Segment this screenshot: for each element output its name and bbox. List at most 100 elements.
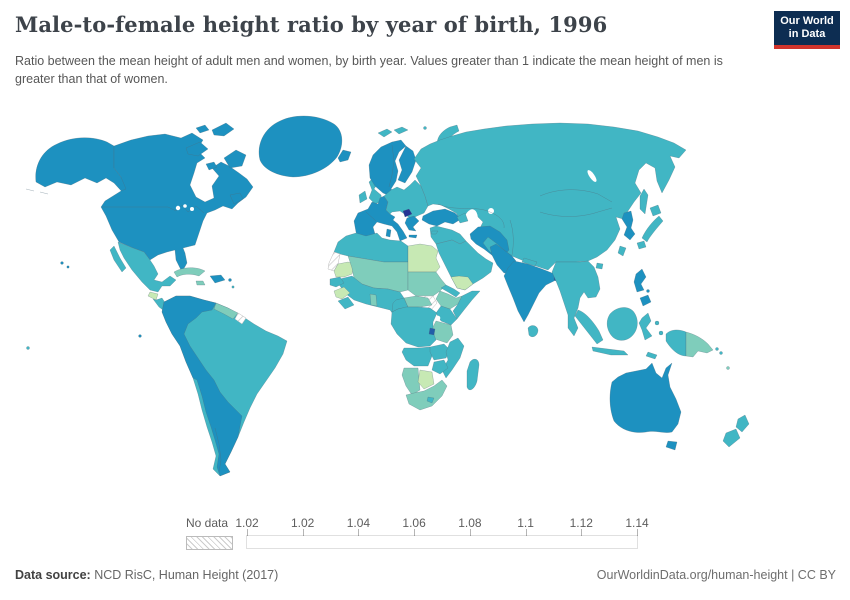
region-tasmania[interactable] — [665, 440, 678, 451]
region-newfoundland[interactable] — [229, 192, 244, 205]
mongolia-border — [539, 189, 613, 217]
region-somalia[interactable] — [452, 290, 481, 320]
region-lesser-antilles[interactable] — [231, 285, 235, 289]
legend-tick — [469, 529, 471, 536]
page-title: Male-to-female height ratio by year of b… — [15, 12, 608, 37]
owid-logo-line1: Our World — [780, 15, 834, 27]
region-south-africa[interactable] — [405, 379, 448, 411]
region-japan-kyushu[interactable] — [636, 240, 647, 250]
region-zimbabwe[interactable] — [431, 359, 449, 375]
region-sri-lanka[interactable] — [527, 325, 539, 338]
region-victoria-island[interactable] — [185, 141, 209, 157]
region-madagascar[interactable] — [466, 358, 480, 391]
legend-tick — [581, 529, 583, 536]
region-rwanda-burundi[interactable] — [428, 327, 436, 336]
region-hawaii[interactable] — [66, 265, 70, 269]
region-west-new-guinea[interactable] — [665, 329, 687, 357]
region-australia[interactable] — [609, 362, 682, 433]
region-sierra-leone-liberia[interactable] — [337, 296, 355, 310]
region-turkey[interactable] — [421, 208, 462, 227]
region-new-zealand-south[interactable] — [722, 428, 741, 448]
region-svalbard[interactable] — [393, 126, 409, 135]
region-india[interactable] — [503, 260, 563, 323]
region-korea[interactable] — [621, 210, 636, 241]
region-cuba[interactable] — [173, 267, 206, 278]
region-hainan[interactable] — [595, 262, 604, 270]
region-baja-california[interactable] — [109, 245, 127, 273]
region-north-africa[interactable] — [333, 232, 409, 263]
region-solomon-islands[interactable] — [715, 347, 719, 351]
data-source: Data source: NCD RisC, Human Height (201… — [15, 568, 278, 582]
region-guyana-suriname[interactable] — [213, 302, 239, 320]
region-puerto-rico[interactable] — [228, 278, 232, 282]
region-philippines-mindanao[interactable] — [639, 294, 652, 307]
region-egypt[interactable] — [407, 243, 441, 273]
region-caucasus[interactable] — [456, 212, 469, 224]
region-arctic-island[interactable] — [195, 124, 210, 134]
region-sardinia[interactable] — [385, 228, 392, 238]
region-yemen[interactable] — [450, 275, 474, 291]
region-west-europe[interactable] — [353, 195, 408, 242]
region-ghana[interactable] — [369, 293, 378, 307]
region-franz-josef[interactable] — [423, 126, 427, 130]
region-mexico[interactable] — [117, 241, 177, 293]
region-senegal[interactable] — [329, 276, 345, 288]
region-sulawesi[interactable] — [638, 312, 653, 341]
region-botswana[interactable] — [417, 369, 435, 390]
region-germany-eastern-europe[interactable] — [383, 179, 429, 220]
region-jamaica[interactable] — [195, 280, 206, 286]
region-hawaii[interactable] — [60, 261, 64, 265]
region-hispaniola[interactable] — [209, 274, 226, 284]
region-cyprus[interactable] — [430, 230, 439, 235]
region-baffin-island[interactable] — [223, 149, 247, 169]
region-vanuatu[interactable] — [726, 366, 730, 370]
region-maluku[interactable] — [654, 320, 660, 326]
region-lesotho[interactable] — [426, 396, 435, 404]
region-congo-basin[interactable] — [390, 306, 438, 348]
region-svalbard[interactable] — [377, 128, 393, 138]
region-southampton-island[interactable] — [205, 161, 218, 171]
region-crete[interactable] — [408, 234, 418, 239]
footer-link[interactable]: OurWorldinData.org/human-height | CC BY — [596, 568, 836, 582]
region-philippines-luzon[interactable] — [633, 268, 647, 293]
region-french-guiana[interactable] — [234, 312, 247, 325]
owid-logo[interactable]: Our World in Data — [774, 11, 840, 49]
region-sumatra[interactable] — [574, 309, 604, 345]
region-andean-southern-south-america[interactable] — [161, 295, 243, 477]
region-timor[interactable] — [645, 351, 658, 360]
region-eritrea-djibouti[interactable] — [440, 284, 461, 298]
region-philippines-visayas[interactable] — [646, 289, 650, 293]
region-papua-new-guinea[interactable] — [685, 331, 714, 358]
region-taiwan[interactable] — [617, 245, 627, 257]
region-greenland[interactable] — [258, 115, 343, 178]
region-java[interactable] — [591, 346, 629, 356]
region-galapagos[interactable] — [138, 334, 142, 338]
legend-no-data-label: No data — [185, 516, 229, 530]
region-namibia[interactable] — [401, 367, 421, 396]
legend-tick-label: 1.1 — [517, 516, 534, 530]
region-ellesmere-island[interactable] — [211, 122, 235, 137]
region-bosnia-herzegovina[interactable] — [402, 208, 413, 218]
region-pacific-island[interactable] — [26, 346, 30, 350]
region-finland[interactable] — [397, 145, 417, 184]
region-iceland[interactable] — [337, 149, 352, 163]
legend-no-data-swatch[interactable] — [186, 536, 233, 550]
region-japan-hokkaido[interactable] — [649, 204, 662, 217]
region-new-zealand-north[interactable] — [735, 414, 750, 433]
region-greece-albania[interactable] — [404, 215, 420, 232]
region-ireland[interactable] — [358, 190, 368, 204]
region-borneo[interactable] — [606, 307, 638, 341]
region-zambia[interactable] — [429, 343, 451, 361]
region-japan-honshu[interactable] — [641, 215, 664, 243]
region-arabia[interactable] — [435, 239, 494, 291]
region-mainland-southeast-asia[interactable] — [551, 260, 601, 337]
region-angola[interactable] — [401, 346, 433, 367]
region-solomon-islands[interactable] — [719, 351, 723, 355]
region-nepal[interactable] — [521, 257, 538, 267]
region-alaska[interactable] — [35, 137, 131, 195]
great-lake — [183, 204, 187, 208]
great-lake — [175, 205, 181, 211]
region-maluku[interactable] — [658, 330, 664, 336]
region-sakhalin[interactable] — [639, 188, 649, 215]
region-guinea[interactable] — [333, 286, 351, 300]
